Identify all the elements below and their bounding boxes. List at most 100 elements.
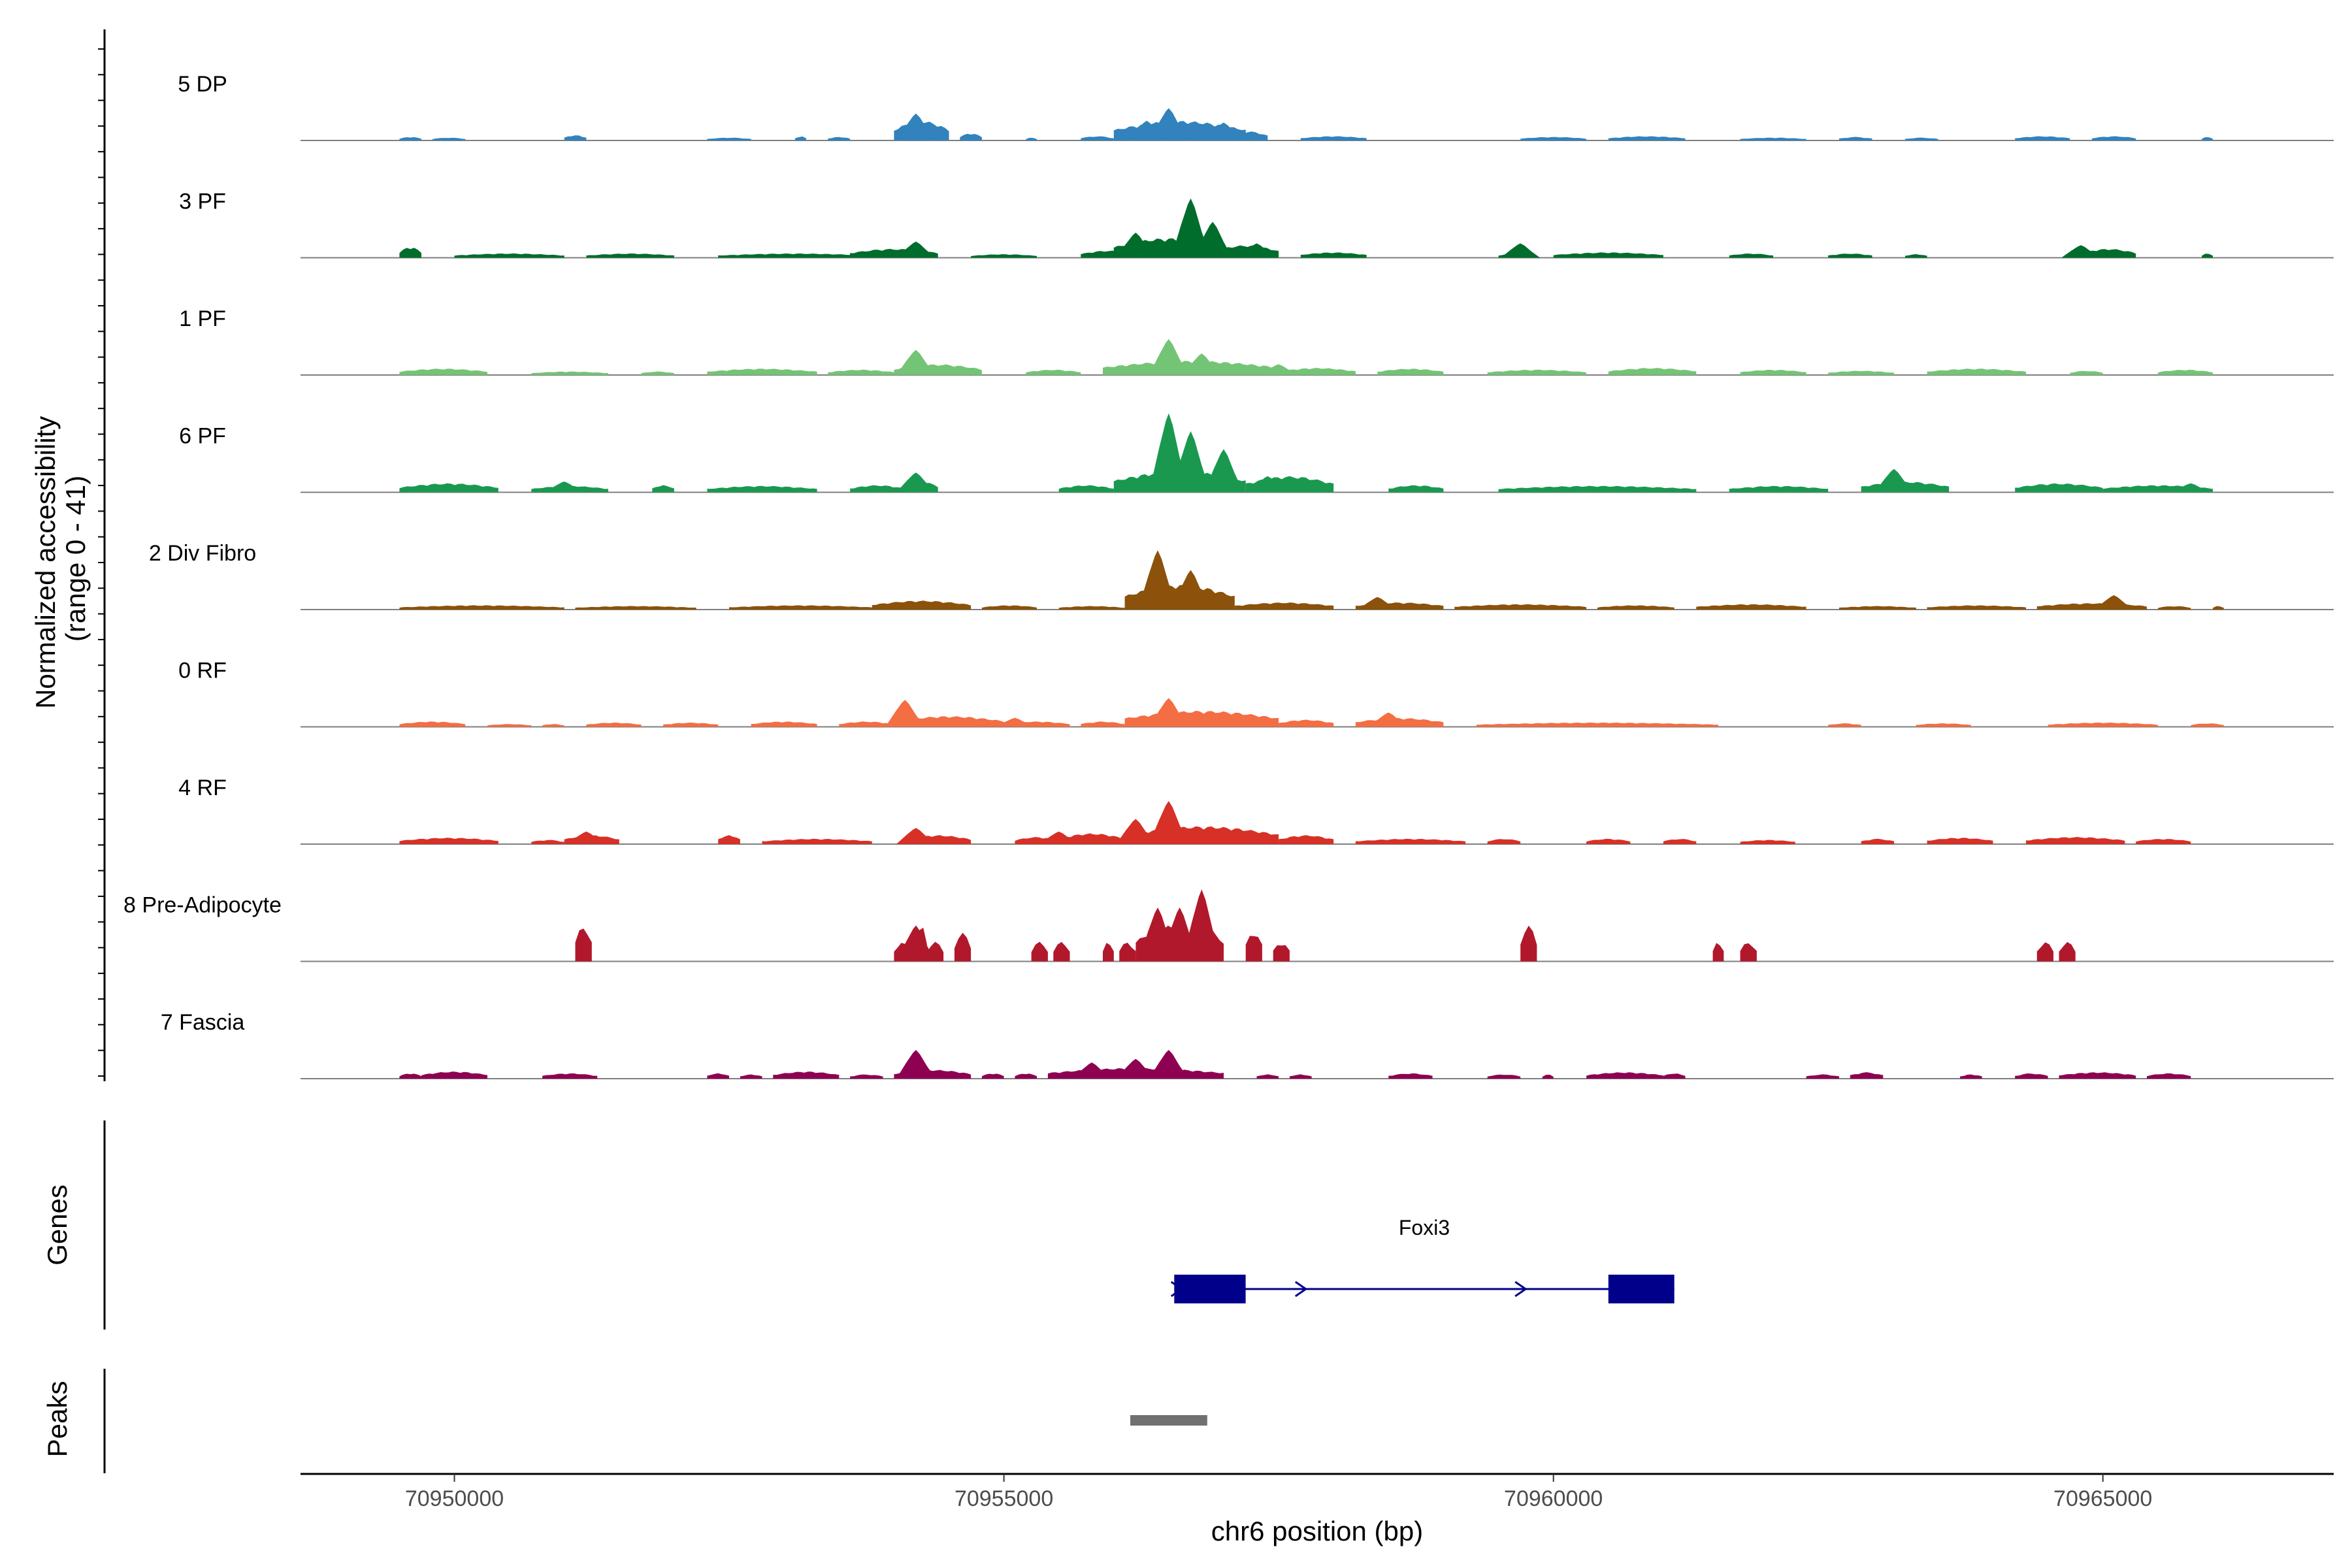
track-label: 7 Fascia	[161, 1010, 245, 1035]
gene-strand-arrow	[1170, 1281, 1184, 1298]
x-tick-label: 70965000	[2053, 1486, 2152, 1511]
coverage-area	[1234, 602, 1334, 610]
coverage-peak	[1171, 431, 1211, 493]
coverage-area	[954, 932, 972, 962]
coverage-area	[1279, 719, 1334, 727]
coverage-peak	[544, 482, 584, 493]
coverage-area	[586, 723, 642, 727]
coverage-area	[1927, 605, 2026, 610]
coverage-peak	[1116, 819, 1156, 844]
coverage-area	[1729, 485, 1829, 493]
coverage-area	[1542, 1074, 1554, 1079]
coverage-area	[1828, 370, 1895, 375]
coverage-peak	[1116, 1058, 1156, 1079]
coverage-area	[564, 135, 587, 140]
x-tick-label: 70950000	[405, 1486, 504, 1511]
coverage-area	[1256, 1074, 1279, 1079]
coverage-area	[828, 369, 894, 375]
coverage-peak	[885, 700, 925, 727]
y-axis-title-line1: Normalized accessibility	[30, 416, 61, 709]
coverage-area	[1597, 605, 1674, 610]
coverage-area	[707, 368, 817, 375]
coverage-area	[531, 371, 608, 375]
coverage-area	[1031, 941, 1048, 962]
coverage-peak	[896, 472, 936, 493]
gene-name-label: Foxi3	[1399, 1216, 1450, 1239]
track-label: 1 PF	[179, 306, 226, 331]
coverage-area	[1498, 485, 1697, 493]
coverage-area	[1454, 604, 1587, 610]
coverage-area	[1905, 254, 1927, 258]
coverage-area	[1828, 253, 1872, 258]
coverage-peak	[1182, 353, 1222, 375]
coverage-area	[1905, 137, 1938, 140]
track-6-pf: 6 PF	[179, 413, 2334, 493]
coverage-area	[729, 605, 872, 610]
coverage-area	[2048, 723, 2158, 727]
coverage-area	[1053, 941, 1070, 962]
coverage-area	[1388, 485, 1444, 493]
track-label: 0 RF	[178, 659, 227, 683]
coverage-peak	[2171, 483, 2211, 493]
coverage-peak	[1259, 364, 1299, 375]
coverage-peak	[2061, 245, 2101, 258]
coverage-area	[1377, 368, 1444, 375]
coverage-area	[1608, 368, 1697, 375]
coverage-area	[663, 722, 719, 727]
track-3-pf: 3 PF	[179, 189, 2334, 259]
coverage-area	[1476, 722, 1718, 727]
coverage-area	[839, 721, 894, 727]
coverage-area	[707, 137, 751, 140]
coverage-peak	[1193, 221, 1233, 258]
coverage-peak	[1138, 550, 1178, 610]
coverage-area	[850, 1074, 883, 1079]
coverage-area	[1279, 368, 1356, 375]
track-7-fascia: 7 Fascia	[161, 1010, 2334, 1079]
coverage-area	[2213, 606, 2224, 610]
y-axis-title-line2: (range 0 - 41)	[60, 476, 91, 642]
coverage-area	[454, 253, 564, 258]
coverage-area	[1850, 1072, 1884, 1079]
track-0-rf: 0 RF	[178, 659, 2334, 728]
coverage-area	[1712, 943, 1724, 962]
coverage-area	[1355, 838, 1466, 844]
coverage-peak	[1149, 801, 1188, 844]
coverage-peak	[2094, 595, 2134, 610]
coverage-area	[1520, 925, 1537, 962]
coverage-area	[1586, 838, 1631, 844]
coverage-area	[2091, 136, 2136, 140]
coverage-area	[2147, 1073, 2191, 1079]
gene-strand-arrow	[1294, 1281, 1308, 1298]
coverage-area	[1103, 943, 1114, 962]
coverage-area	[1696, 604, 1806, 610]
coverage-peak	[1237, 243, 1277, 258]
coverage-peak	[896, 828, 936, 844]
coverage-area	[1586, 1072, 1663, 1079]
coverage-y-axis	[98, 29, 106, 1081]
coverage-area	[1740, 370, 1806, 375]
coverage-area	[1081, 136, 1114, 140]
coverage-area	[399, 248, 421, 258]
coverage-peak	[1248, 476, 1288, 493]
x-tick-label: 70955000	[955, 1486, 1053, 1511]
coverage-area	[1740, 137, 1806, 140]
coverage-area	[542, 1073, 598, 1079]
coverage-area	[586, 253, 674, 258]
coverage-peak	[1149, 339, 1188, 375]
coverage-area	[399, 483, 498, 493]
coverage-area	[2070, 370, 2103, 375]
coverage-area	[1740, 840, 1795, 844]
coverage-area	[1520, 137, 1587, 140]
coverage-area	[2157, 370, 2213, 375]
coverage-peak	[1127, 120, 1167, 140]
coverage-area	[1388, 1073, 1433, 1079]
gene-strand-arrow	[1514, 1281, 1527, 1298]
coverage-area	[1553, 252, 1663, 258]
track-label: 6 PF	[179, 424, 226, 449]
coverage-area	[652, 485, 674, 493]
coverage-area	[751, 721, 817, 727]
coverage-area	[1927, 838, 1993, 844]
coverage-area	[1608, 136, 1686, 140]
coverage-area	[575, 928, 592, 962]
track-5-dp: 5 DP	[178, 72, 2334, 141]
